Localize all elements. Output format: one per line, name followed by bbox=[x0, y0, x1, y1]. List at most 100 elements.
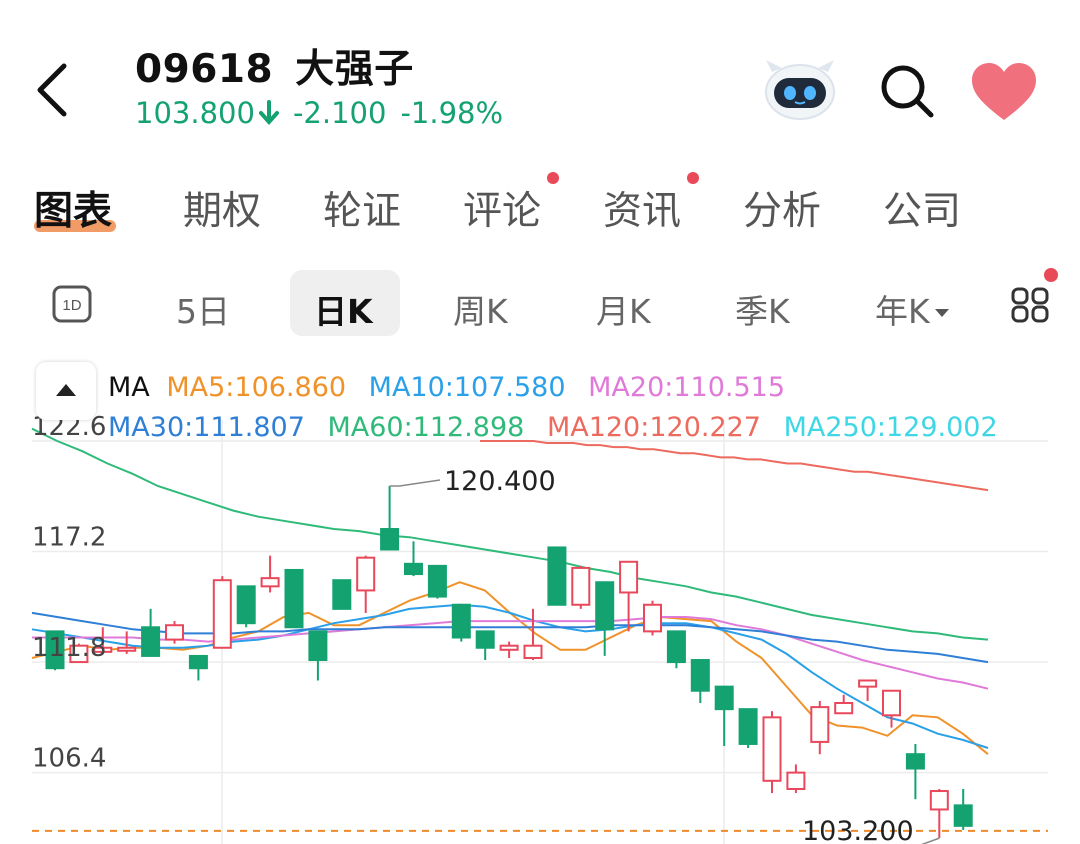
intraday-label: 1D bbox=[62, 297, 81, 314]
candle-down bbox=[451, 603, 471, 642]
tab-news[interactable]: 资讯 bbox=[603, 189, 682, 234]
heart-icon[interactable] bbox=[970, 62, 1038, 122]
candle-up bbox=[762, 711, 782, 794]
candle-down bbox=[188, 654, 208, 681]
candle-body bbox=[953, 804, 973, 827]
candle-up bbox=[810, 700, 830, 755]
price-change-pct: -1.98% bbox=[400, 96, 504, 130]
ma20-value: MA20:110.515 bbox=[588, 372, 785, 403]
candle-body bbox=[475, 630, 495, 649]
candle-body bbox=[738, 708, 758, 745]
candle-body bbox=[427, 564, 447, 598]
low-price-label: 103.200 bbox=[802, 816, 914, 844]
period-yearly-label: 年K bbox=[875, 292, 930, 331]
candle-body bbox=[882, 689, 901, 717]
ma30-line bbox=[31, 611, 989, 664]
candle-body bbox=[356, 556, 376, 592]
indicator-row-1: MA MA5:106.860 MA10:107.580 MA20:110.515 bbox=[108, 372, 785, 403]
candle-up bbox=[523, 608, 543, 661]
candle-body bbox=[547, 546, 567, 606]
caret-up-icon bbox=[56, 384, 76, 396]
candle-down bbox=[595, 581, 615, 656]
candle-body bbox=[117, 646, 137, 652]
period-quarterly-k[interactable]: 季K bbox=[735, 292, 790, 331]
candle-body bbox=[451, 603, 471, 639]
dropdown-caret-icon bbox=[934, 309, 949, 317]
candle-body bbox=[45, 630, 65, 670]
period-weekly-k[interactable]: 周K bbox=[453, 292, 508, 331]
robot-assistant-icon[interactable] bbox=[760, 58, 840, 122]
candle-up bbox=[117, 631, 137, 654]
y-tick-label: 117.2 bbox=[32, 523, 106, 553]
candle-body bbox=[308, 630, 328, 662]
intraday-icon[interactable]: 1D bbox=[52, 284, 92, 324]
candle-body bbox=[571, 566, 591, 606]
tab-comments[interactable]: 评论 bbox=[463, 189, 542, 234]
ma120-value: MA120:120.227 bbox=[546, 412, 761, 443]
candle-down bbox=[332, 579, 352, 610]
candle-down bbox=[738, 708, 758, 749]
candle-up bbox=[165, 621, 184, 644]
candle-up bbox=[786, 764, 806, 794]
candle-down bbox=[141, 608, 161, 657]
candle-down bbox=[953, 788, 973, 830]
ma10-value: MA10:107.580 bbox=[368, 372, 566, 403]
tab-company[interactable]: 公司 bbox=[883, 189, 962, 234]
candle-body bbox=[595, 581, 615, 631]
period-active-bg bbox=[290, 270, 400, 336]
candle-body bbox=[212, 579, 232, 649]
ma5-line bbox=[31, 581, 989, 755]
high-price-label: 120.400 bbox=[444, 466, 556, 497]
news-badge bbox=[687, 172, 699, 184]
active-tab-indicator bbox=[34, 220, 116, 232]
ma250-value: MA250:129.002 bbox=[783, 412, 998, 443]
candle-down bbox=[45, 630, 65, 671]
y-tick-label: 111.8 bbox=[32, 633, 106, 663]
candle-up bbox=[858, 679, 878, 701]
period-daily-k[interactable]: 日K bbox=[314, 292, 373, 331]
search-icon[interactable] bbox=[878, 62, 936, 120]
candle-body bbox=[523, 644, 543, 659]
ma120-line bbox=[480, 440, 989, 492]
candle-body bbox=[643, 603, 662, 633]
candle-body bbox=[499, 644, 519, 651]
stock-code: 09618 bbox=[135, 47, 274, 92]
candle-body bbox=[929, 790, 949, 811]
indicator-row-2: MA30:111.807 MA60:112.898 MA120:120.227 … bbox=[108, 412, 998, 443]
period-monthly-k[interactable]: 月K bbox=[596, 292, 651, 331]
back-arrow-icon[interactable] bbox=[28, 58, 78, 122]
candle-body bbox=[834, 702, 854, 715]
stock-title: 09618 大强子 bbox=[135, 38, 414, 94]
candle-down bbox=[547, 546, 567, 606]
candle-body bbox=[69, 644, 89, 664]
candle-body bbox=[284, 568, 304, 629]
tab-options[interactable]: 期权 bbox=[183, 189, 262, 234]
candle-up bbox=[260, 555, 280, 593]
period-yearly-k[interactable]: 年K bbox=[875, 285, 950, 333]
grid-icon[interactable] bbox=[1011, 285, 1051, 325]
period-5day[interactable]: 5日 bbox=[176, 292, 230, 331]
tab-chart[interactable]: 图表 bbox=[34, 189, 113, 234]
candle-body bbox=[93, 646, 113, 653]
tab-analysis[interactable]: 分析 bbox=[743, 189, 822, 234]
candle-body bbox=[810, 706, 830, 743]
y-tick-label: 106.4 bbox=[32, 744, 106, 774]
candle-down bbox=[714, 685, 734, 747]
candle-body bbox=[858, 679, 878, 688]
candle-body bbox=[786, 771, 806, 790]
candle-down bbox=[404, 541, 423, 577]
candle-up bbox=[69, 643, 89, 664]
indicator-label: MA bbox=[108, 372, 150, 403]
candle-down bbox=[475, 630, 495, 661]
candle-down bbox=[666, 630, 686, 669]
candle-up bbox=[93, 627, 113, 653]
tab-warrants[interactable]: 轮证 bbox=[323, 189, 402, 234]
candle-up bbox=[834, 694, 854, 715]
ma60-line bbox=[31, 427, 989, 641]
candle-up bbox=[619, 560, 639, 632]
ma30-value: MA30:111.807 bbox=[108, 412, 305, 443]
candle-body bbox=[236, 585, 256, 625]
candle-body bbox=[141, 626, 161, 657]
collapse-indicators-button[interactable] bbox=[36, 362, 96, 420]
